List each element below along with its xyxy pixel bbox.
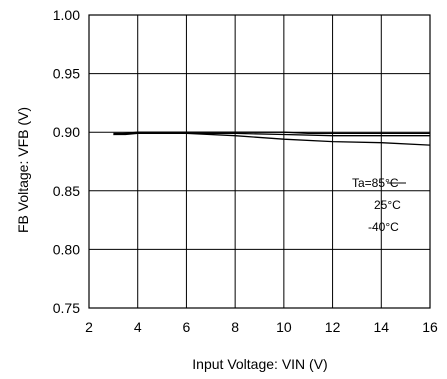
x-tick-label: 12 (325, 319, 341, 335)
y-axis-title: FB Voltage: VFB (V) (15, 107, 31, 233)
y-tick-labels: 1.00 0.95 0.90 0.85 0.80 0.75 (53, 7, 80, 316)
x-tick-label: 4 (134, 319, 142, 335)
y-tick-label: 0.75 (53, 300, 80, 316)
plot-frame (88, 14, 431, 309)
legend-label: 25°C (374, 198, 401, 212)
y-tick-label: 0.85 (53, 183, 80, 199)
y-tick-label: 1.00 (53, 7, 80, 23)
legend: Ta=85°C 25°C -40°C (352, 176, 406, 234)
x-axis-title: Input Voltage: VIN (V) (192, 356, 327, 372)
x-tick-label: 2 (85, 319, 93, 335)
x-tick-label: 14 (373, 319, 389, 335)
legend-label: -40°C (368, 220, 399, 234)
y-tick-label: 0.90 (53, 124, 80, 140)
legend-label: Ta=85°C (352, 176, 399, 190)
series-line-3 (113, 131, 430, 136)
y-tick-label: 0.95 (53, 66, 80, 82)
x-tick-label: 6 (183, 319, 191, 335)
series-line-1 (113, 132, 431, 146)
x-tick-label: 8 (231, 319, 239, 335)
x-tick-label: 16 (422, 319, 438, 335)
series-lines (113, 131, 431, 146)
x-tick-label: 10 (276, 319, 292, 335)
y-tick-label: 0.80 (53, 241, 80, 257)
x-tick-labels: 2 4 6 8 10 12 14 16 (85, 319, 438, 335)
grid-lines (88, 14, 431, 309)
